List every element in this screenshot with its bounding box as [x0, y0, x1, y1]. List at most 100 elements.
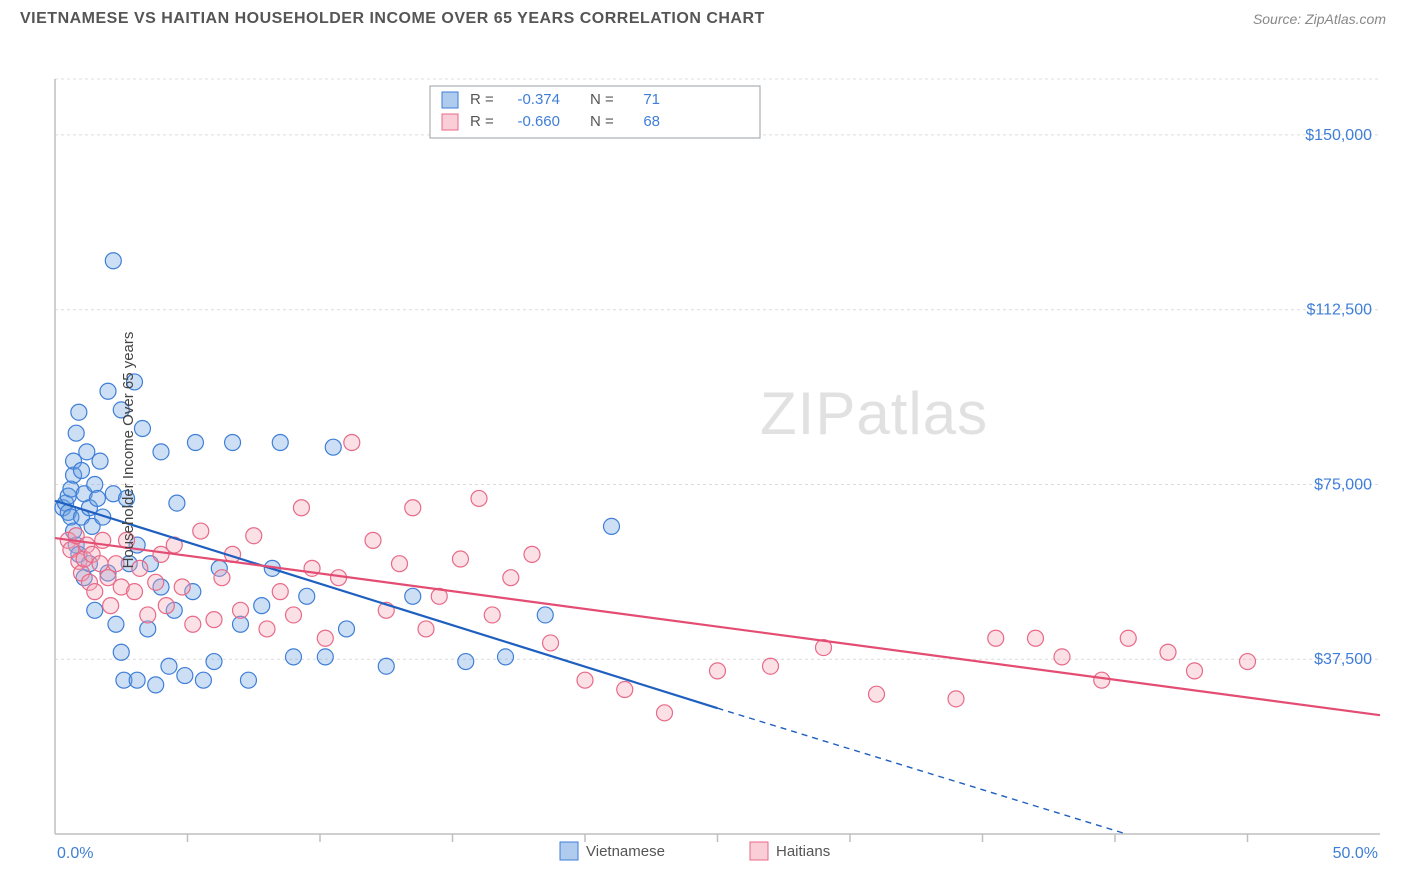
scatter-point: [206, 612, 222, 628]
legend-r-label: R =: [470, 113, 494, 130]
scatter-point: [543, 635, 559, 651]
scatter-point: [129, 672, 145, 688]
scatter-point: [344, 435, 360, 451]
scatter-point: [537, 607, 553, 623]
scatter-point: [484, 607, 500, 623]
scatter-point: [87, 584, 103, 600]
scatter-point: [148, 574, 164, 590]
scatter-point: [105, 253, 121, 269]
legend-r-value: -0.374: [517, 91, 560, 108]
scatter-point: [458, 654, 474, 670]
scatter-point: [225, 435, 241, 451]
source-label: Source: ZipAtlas.com: [1253, 11, 1386, 27]
scatter-point: [177, 668, 193, 684]
scatter-point: [153, 444, 169, 460]
scatter-point: [503, 570, 519, 586]
scatter-point: [317, 649, 333, 665]
scatter-point: [524, 546, 540, 562]
scatter-point: [195, 672, 211, 688]
scatter-point: [206, 654, 222, 670]
scatter-point: [710, 663, 726, 679]
scatter-point: [108, 616, 124, 632]
scatter-point: [498, 649, 514, 665]
legend-r-value: -0.660: [517, 113, 560, 130]
footer-legend-swatch: [560, 842, 578, 860]
scatter-point: [763, 658, 779, 674]
scatter-point: [92, 453, 108, 469]
scatter-point: [339, 621, 355, 637]
scatter-point: [452, 551, 468, 567]
scatter-point: [286, 607, 302, 623]
scatter-point: [158, 598, 174, 614]
scatter-point: [299, 588, 315, 604]
scatter-point: [103, 598, 119, 614]
scatter-point: [657, 705, 673, 721]
scatter-point: [74, 462, 90, 478]
scatter-point: [392, 556, 408, 572]
scatter-point: [259, 621, 275, 637]
scatter-point: [272, 584, 288, 600]
scatter-point: [948, 691, 964, 707]
scatter-point: [87, 602, 103, 618]
legend-n-label: N =: [590, 91, 614, 108]
scatter-point: [233, 602, 249, 618]
scatter-point: [365, 532, 381, 548]
legend-n-value: 68: [643, 113, 660, 130]
scatter-point: [240, 672, 256, 688]
y-axis-label: Householder Income Over 65 years: [120, 332, 137, 569]
scatter-point: [604, 518, 620, 534]
page-title: VIETNAMESE VS HAITIAN HOUSEHOLDER INCOME…: [20, 10, 765, 28]
chart-container: Householder Income Over 65 years $37,500…: [0, 34, 1406, 866]
scatter-point: [293, 500, 309, 516]
scatter-point: [169, 495, 185, 511]
scatter-point: [1094, 672, 1110, 688]
scatter-point: [317, 630, 333, 646]
scatter-point: [988, 630, 1004, 646]
scatter-point: [418, 621, 434, 637]
y-tick-label: $75,000: [1314, 476, 1372, 493]
legend-swatch: [442, 114, 458, 130]
scatter-point: [1187, 663, 1203, 679]
footer-legend-label: Vietnamese: [586, 843, 665, 860]
scatter-point: [405, 588, 421, 604]
watermark: ZIPatlas: [760, 380, 988, 447]
scatter-point: [272, 435, 288, 451]
scatter-point: [127, 584, 143, 600]
scatter-point: [140, 607, 156, 623]
scatter-point: [577, 672, 593, 688]
scatter-point: [617, 682, 633, 698]
scatter-point: [214, 570, 230, 586]
scatter-point: [174, 579, 190, 595]
scatter-point: [246, 528, 262, 544]
scatter-point: [405, 500, 421, 516]
scatter-point: [869, 686, 885, 702]
scatter-point: [1054, 649, 1070, 665]
scatter-point: [161, 658, 177, 674]
scatter-point: [325, 439, 341, 455]
scatter-point: [193, 523, 209, 539]
y-tick-label: $112,500: [1306, 302, 1372, 319]
scatter-point: [1028, 630, 1044, 646]
x-tick-label: 50.0%: [1333, 845, 1378, 862]
scatter-point: [254, 598, 270, 614]
scatter-point: [87, 476, 103, 492]
scatter-point: [378, 658, 394, 674]
scatter-point: [71, 404, 87, 420]
legend-swatch: [442, 92, 458, 108]
scatter-point: [1240, 654, 1256, 670]
scatter-point: [471, 490, 487, 506]
scatter-point: [92, 556, 108, 572]
scatter-point: [113, 644, 129, 660]
y-tick-label: $150,000: [1305, 127, 1372, 144]
scatter-point: [68, 425, 84, 441]
scatter-point: [185, 616, 201, 632]
scatter-point: [187, 435, 203, 451]
scatter-point: [286, 649, 302, 665]
legend-n-value: 71: [643, 91, 660, 108]
footer-legend-swatch: [750, 842, 768, 860]
x-tick-label: 0.0%: [57, 845, 93, 862]
scatter-point: [89, 490, 105, 506]
scatter-point: [100, 383, 116, 399]
scatter-point: [148, 677, 164, 693]
legend-r-label: R =: [470, 91, 494, 108]
